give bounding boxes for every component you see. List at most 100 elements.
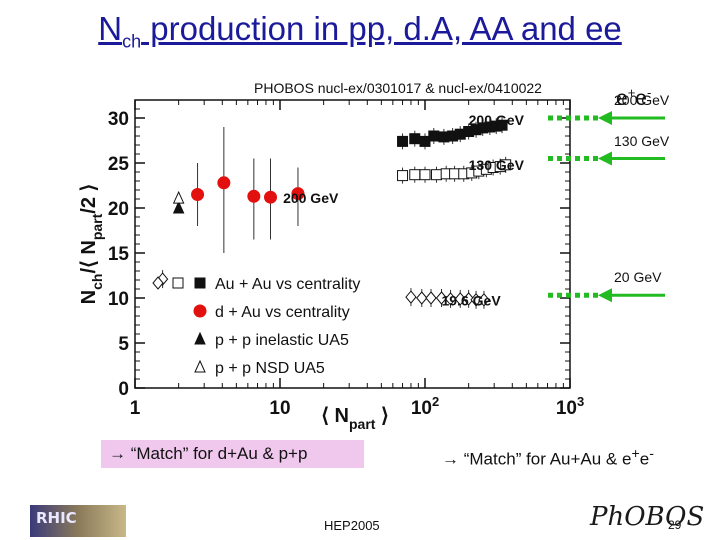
plot-frame	[134, 99, 571, 389]
y-tick-label: 25	[108, 154, 130, 175]
data-point-open-square	[430, 169, 442, 181]
data-point-open-diamond	[416, 291, 428, 305]
arrow-right-icon: →	[109, 444, 126, 463]
page-number: 29	[668, 518, 682, 532]
data-point-red-circle-shape	[247, 189, 261, 203]
y-tick-label: 20	[108, 199, 129, 220]
data-point-open-square	[409, 169, 421, 181]
data-point-open-diamond-shape	[416, 291, 428, 305]
y-tick-label: 15	[108, 244, 130, 265]
legend-marker-filled-triangle	[194, 331, 206, 345]
data-point-filled-square	[397, 135, 409, 147]
data-point-open-diamond	[462, 292, 475, 306]
match-right-sup2: -	[649, 446, 654, 462]
data-point-open-diamond-shape	[470, 293, 482, 307]
data-point-open-diamond-shape	[462, 292, 475, 306]
match-left-text: “Match” for d+Au & p+p	[130, 444, 308, 463]
legend-marker-red-circle	[193, 304, 207, 318]
legend-marker-open-square	[172, 277, 184, 289]
y-tick-label: 0	[118, 379, 129, 400]
data-point-open-diamond	[470, 293, 482, 307]
title-main: N	[98, 10, 123, 47]
legend-marker-open-diamond	[152, 276, 164, 290]
legend-label: p + p inelastic UA5	[215, 332, 349, 349]
legend-label: p + p NSD UA5	[215, 360, 325, 377]
ee-e1: e	[616, 87, 628, 110]
data-point-filled-square	[428, 130, 440, 142]
data-point-filled-triangle	[172, 200, 185, 214]
data-point-red-circle-shape	[264, 190, 278, 204]
ee-energy-200: 200 GeV	[614, 92, 670, 108]
data-point-open-square-shape	[409, 169, 421, 181]
phobos-logo: PhOBOS	[590, 500, 710, 536]
legend-marker-filled-square	[194, 277, 206, 289]
x-tick-label: 10	[269, 398, 290, 419]
arrow-right-icon: →	[442, 449, 459, 469]
ee-sup1: +	[627, 85, 636, 100]
ee-energy-130: 130 GeV	[614, 132, 670, 149]
data-point-open-square-shape	[500, 159, 512, 171]
slide-title: Nch production in pp, d.A, AA and ee	[0, 10, 720, 53]
legend-marker-red-circle-shape	[193, 304, 207, 318]
y-tick-label: 10	[108, 289, 129, 310]
title-subscript: ch	[122, 31, 142, 52]
ee-arrow-head	[598, 288, 612, 303]
data-point-filled-square	[496, 119, 508, 131]
data-point-open-square	[419, 169, 431, 181]
conference-label: HEP2005	[324, 518, 380, 533]
data-point-filled-triangle-shape	[172, 200, 185, 214]
data-point-filled-square-shape	[428, 130, 440, 142]
data-point-open-diamond	[478, 293, 490, 307]
ee-e2: e	[635, 87, 647, 110]
data-point-red-circle	[291, 187, 305, 201]
data-point-red-circle	[247, 189, 261, 203]
y-tick-label: 30	[108, 109, 129, 130]
y-axis-label: Nch/⟨ Npart/2 ⟩	[78, 184, 105, 305]
annotation-label: 200 GeV	[283, 190, 339, 206]
rhic-logo-text: RHIC	[36, 509, 77, 527]
x-tick-label: 103	[556, 394, 584, 419]
ee-label: e+e-	[616, 85, 651, 111]
ee-arrow-head	[598, 151, 612, 166]
data-point-filled-square-shape	[409, 133, 421, 145]
data-point-open-diamond-shape	[478, 293, 490, 307]
data-point-red-circle-shape	[291, 187, 305, 201]
ee-arrow-head	[598, 111, 612, 125]
ee-sup2: -	[646, 85, 652, 100]
data-source: PHOBOS nucl-ex/0301017 & nucl-ex/0410022	[254, 80, 542, 96]
data-point-filled-square	[409, 133, 421, 145]
data-point-open-diamond	[454, 292, 466, 306]
legend-marker-open-triangle-shape	[194, 359, 206, 373]
data-point-open-diamond-shape	[425, 291, 437, 305]
data-point-open-diamond-shape	[435, 291, 448, 305]
data-point-open-diamond	[444, 292, 457, 306]
data-point-filled-square-shape	[496, 119, 508, 131]
x-axis-label: ⟨ Npart ⟩	[321, 405, 389, 432]
data-point-open-diamond-shape	[454, 292, 466, 306]
data-point-open-diamond	[405, 290, 417, 304]
match-right-sup1: +	[631, 446, 640, 462]
match-right-text: “Match” for Au+Au & e	[463, 449, 632, 469]
data-point-open-triangle-shape	[172, 190, 185, 204]
ee-energy-20: 20 GeV	[614, 269, 662, 286]
annotation-label: 19.6 GeV	[442, 293, 502, 309]
y-tick-label: 5	[118, 334, 129, 355]
data-point-red-circle-shape	[217, 176, 231, 190]
data-point-red-circle-shape	[191, 188, 205, 201]
data-point-red-circle	[264, 190, 278, 204]
match-right-mid: e	[639, 449, 650, 469]
data-point-open-diamond-shape	[444, 292, 457, 306]
x-tick-label: 1	[130, 398, 141, 419]
x-tick-label: 102	[411, 394, 439, 419]
legend-label: d + Au vs centrality	[215, 304, 350, 321]
match-left-box: → “Match” for d+Au & p+p	[101, 440, 364, 468]
legend-marker-open-square-shape	[172, 277, 184, 289]
data-point-red-circle	[191, 188, 205, 201]
data-point-open-square-shape	[430, 169, 442, 181]
data-point-filled-square-shape	[397, 135, 409, 147]
annotation-label: 200 GeV	[469, 112, 525, 128]
data-point-open-square	[397, 170, 409, 182]
data-point-open-square-shape	[397, 170, 409, 182]
data-point-open-triangle	[172, 190, 185, 204]
